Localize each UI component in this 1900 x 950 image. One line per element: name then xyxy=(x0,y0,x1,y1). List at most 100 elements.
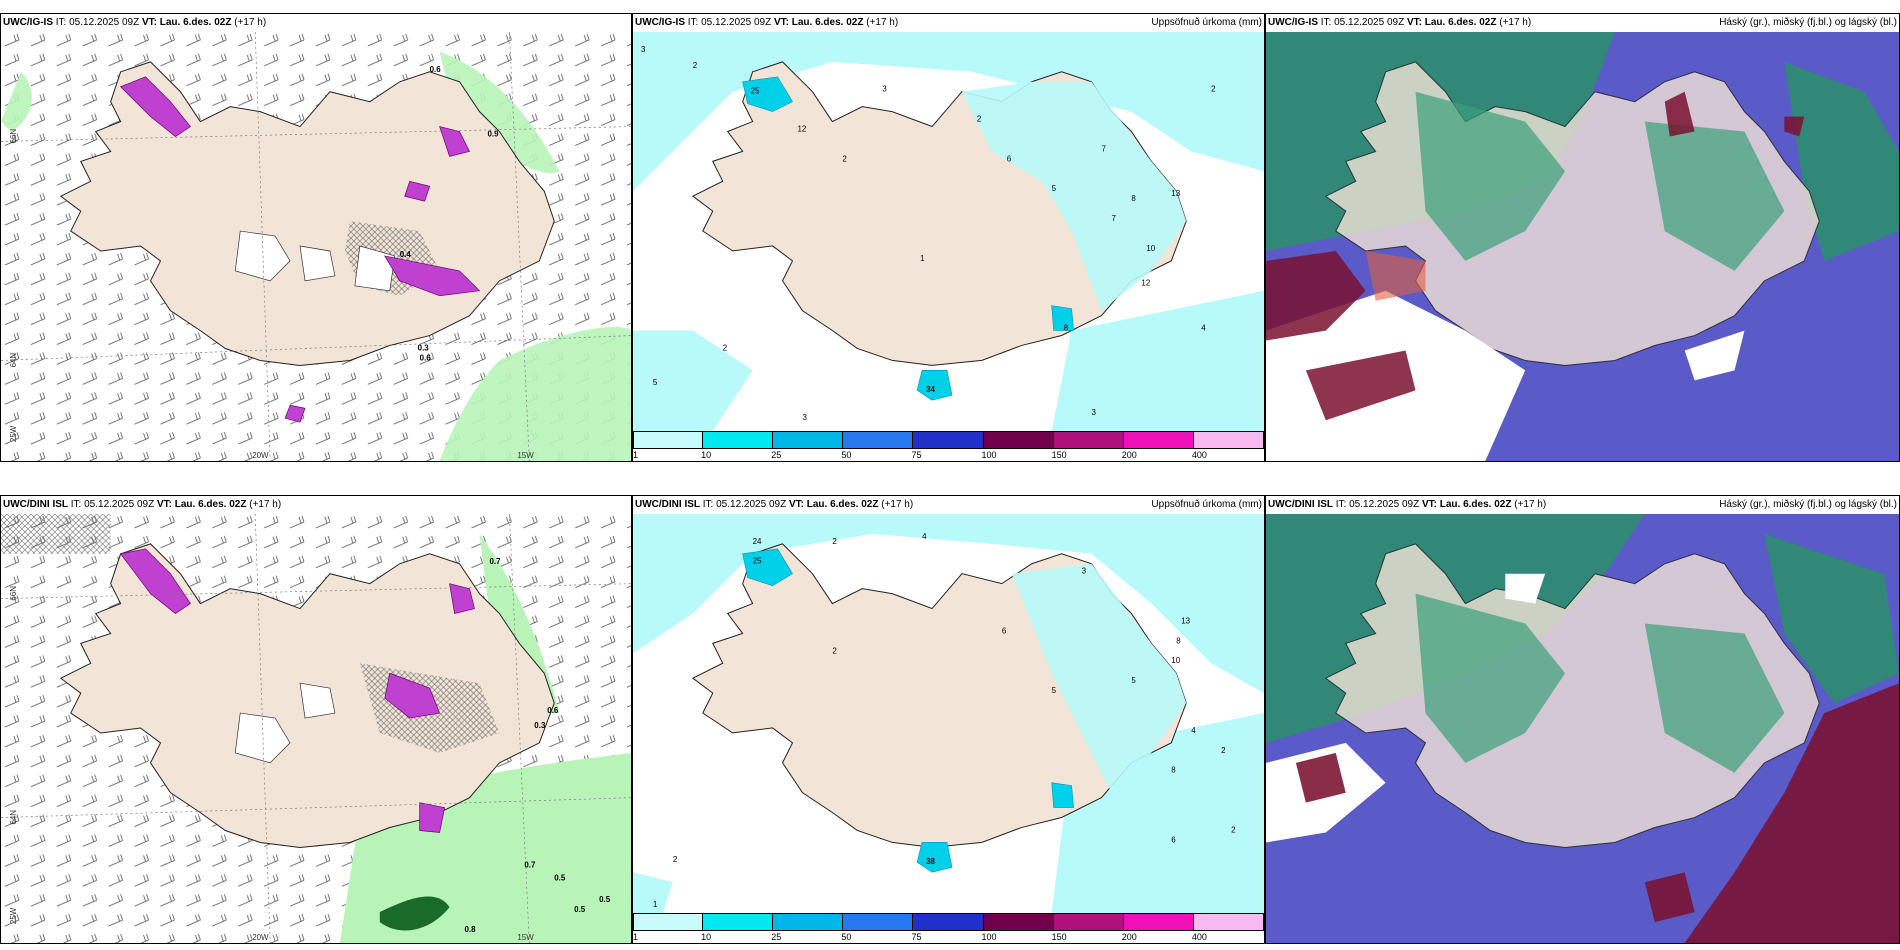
map-panel-clouds-bottom-right: UWC/DINI ISL IT: 05.12.2025 09Z VT: Lau.… xyxy=(1265,495,1900,944)
lead-time: (+17 h) xyxy=(1514,499,1547,510)
lon-label-25: 25W xyxy=(9,425,18,442)
valid-time-label: VT: xyxy=(1421,499,1437,510)
colorbar-label: 150 xyxy=(1051,450,1067,460)
value-label: 3 xyxy=(1082,567,1087,576)
map-canvas: 2 24 25 4 6 3 2 5 10 8 5 4 8 13 6 2 2 38… xyxy=(633,514,1264,913)
init-time: IT: 05.12.2025 09Z xyxy=(55,17,140,28)
value-label: 2 xyxy=(723,343,728,352)
value-label: 1 xyxy=(920,254,925,263)
map-area[interactable] xyxy=(1266,514,1899,943)
map-panel-precip-bottom-middle: UWC/DINI ISL IT: 05.12.2025 09Z VT: Lau.… xyxy=(632,495,1265,944)
colorbar-swatch xyxy=(1053,913,1124,931)
mid-cloud-over-land xyxy=(1415,593,1785,773)
colorbar-swatch xyxy=(633,431,704,449)
map-panel-wind-bottom-left: UWC/DINI ISL IT: 05.12.2025 09Z VT: Lau.… xyxy=(0,495,632,944)
map-area[interactable]: 66N 64N 25W 20W 15W 0.7 0.6 0.3 0.7 0.5 … xyxy=(1,514,631,943)
high-cloud xyxy=(1295,683,1899,943)
value-label: 0.5 xyxy=(554,873,566,882)
value-label: 2 xyxy=(1221,746,1226,755)
value-label: 6 xyxy=(1007,154,1012,163)
value-label: 0.4 xyxy=(400,250,412,259)
colorbar-swatch xyxy=(773,431,844,449)
panel-header: UWC/IG-IS IT: 05.12.2025 09Z VT: Lau. 6.… xyxy=(633,14,1264,32)
valid-time-label: VT: xyxy=(773,17,789,28)
valid-time: Lau. 6.des. 02Z xyxy=(159,17,232,28)
colorbar-label: 10 xyxy=(701,932,712,942)
valid-time: Lau. 6.des. 02Z xyxy=(806,499,879,510)
lat-label-64: 64N xyxy=(9,810,18,825)
value-label: 2 xyxy=(693,61,698,70)
value-label: 6 xyxy=(1171,835,1176,844)
value-label: 38 xyxy=(926,857,935,866)
light-precip-area xyxy=(633,32,1264,431)
init-time: IT: 05.12.2025 09Z xyxy=(1335,499,1420,510)
value-label: 0.6 xyxy=(547,706,559,715)
valid-time: Lau. 6.des. 02Z xyxy=(1424,17,1497,28)
colorbar-label: 25 xyxy=(771,450,782,460)
colorbar-swatch xyxy=(843,913,914,931)
value-label: 3 xyxy=(641,45,646,54)
value-label: 0.7 xyxy=(489,557,501,566)
glacier-white xyxy=(234,230,396,292)
valid-time-label: VT: xyxy=(788,499,804,510)
lat-label-66: 66N xyxy=(9,586,18,601)
map-area[interactable]: 2 24 25 4 6 3 2 5 10 8 5 4 8 13 6 2 2 38… xyxy=(633,514,1264,913)
mid-cloud-over-land xyxy=(1415,91,1785,271)
colorbar-label: 200 xyxy=(1121,450,1137,460)
value-label: 3 xyxy=(882,85,887,94)
value-label: 5 xyxy=(1052,184,1057,193)
value-label: 7 xyxy=(1102,144,1107,153)
map-panel-precip-top-middle: UWC/IG-IS IT: 05.12.2025 09Z VT: Lau. 6.… xyxy=(632,13,1265,462)
valid-time: Lau. 6.des. 02Z xyxy=(791,17,864,28)
map-area[interactable] xyxy=(1266,32,1899,461)
lat-label-64: 64N xyxy=(9,353,18,368)
colorbar-label: 50 xyxy=(841,450,852,460)
value-label: 0.9 xyxy=(487,130,499,139)
colorbar-label: 75 xyxy=(911,450,922,460)
colorbar-label: 75 xyxy=(911,932,922,942)
colorbar-swatch xyxy=(983,913,1054,931)
value-label: 5 xyxy=(653,378,658,387)
colorbar-swatch xyxy=(913,913,984,931)
lead-time: (+17 h) xyxy=(249,499,282,510)
valid-time: Lau. 6.des. 02Z xyxy=(1439,499,1512,510)
map-area[interactable]: 3 2 25 12 2 3 1 2 6 5 7 13 10 12 8 7 4 2… xyxy=(633,32,1264,431)
map-canvas xyxy=(1266,514,1899,943)
map-panel-wind-top-left: UWC/IG-IS IT: 05.12.2025 09Z VT: Lau. 6.… xyxy=(0,13,632,462)
clear-sky xyxy=(1266,290,1745,461)
panel-field-title: Uppsöfnuð úrkoma (mm) xyxy=(1151,499,1262,510)
value-label: 0.5 xyxy=(599,895,611,904)
colorbar-swatch xyxy=(1193,431,1264,449)
precip-on-land xyxy=(1011,563,1187,793)
value-label: 4 xyxy=(922,532,927,541)
colorbar-label: 200 xyxy=(1121,932,1137,942)
map-area[interactable]: 66N 64N 25W 20W 15W 0.6 0.9 0.4 0.3 0.6 xyxy=(1,32,631,461)
lon-label-20: 20W xyxy=(252,933,269,942)
map-canvas xyxy=(1266,32,1899,461)
colorbar-label: 50 xyxy=(841,932,852,942)
panel-header: UWC/IG-IS IT: 05.12.2025 09Z VT: Lau. 6.… xyxy=(1266,14,1899,32)
valid-time-label: VT: xyxy=(1406,17,1422,28)
value-label: 34 xyxy=(926,385,935,394)
init-time: IT: 05.12.2025 09Z xyxy=(70,499,155,510)
panel-header: UWC/DINI ISL IT: 05.12.2025 09Z VT: Lau.… xyxy=(1,496,631,514)
value-label: 2 xyxy=(832,646,837,655)
value-label: 24 xyxy=(753,537,762,546)
model-name: UWC/DINI ISL xyxy=(1268,499,1333,510)
colorbar: 1 10 25 50 75 100 150 200 400 xyxy=(633,913,1264,943)
colorbar-swatch xyxy=(703,913,774,931)
value-label: 8 xyxy=(1176,636,1181,645)
panel-header: UWC/DINI ISL IT: 05.12.2025 09Z VT: Lau.… xyxy=(633,496,1264,514)
colorbar-swatch xyxy=(773,913,844,931)
colorbar: 1 10 25 50 75 100 150 200 400 xyxy=(633,431,1264,461)
value-label: 25 xyxy=(753,557,762,566)
value-label: 7 xyxy=(1111,214,1116,223)
high-cloud-ring xyxy=(1365,250,1426,301)
value-label: 3 xyxy=(1092,408,1097,417)
colorbar-swatch xyxy=(843,431,914,449)
high-cloud xyxy=(1266,91,1805,421)
colorbar-label: 400 xyxy=(1191,450,1207,460)
value-label: 12 xyxy=(1141,279,1150,288)
colorbar-label: 25 xyxy=(771,932,782,942)
value-label: 10 xyxy=(1171,656,1180,665)
